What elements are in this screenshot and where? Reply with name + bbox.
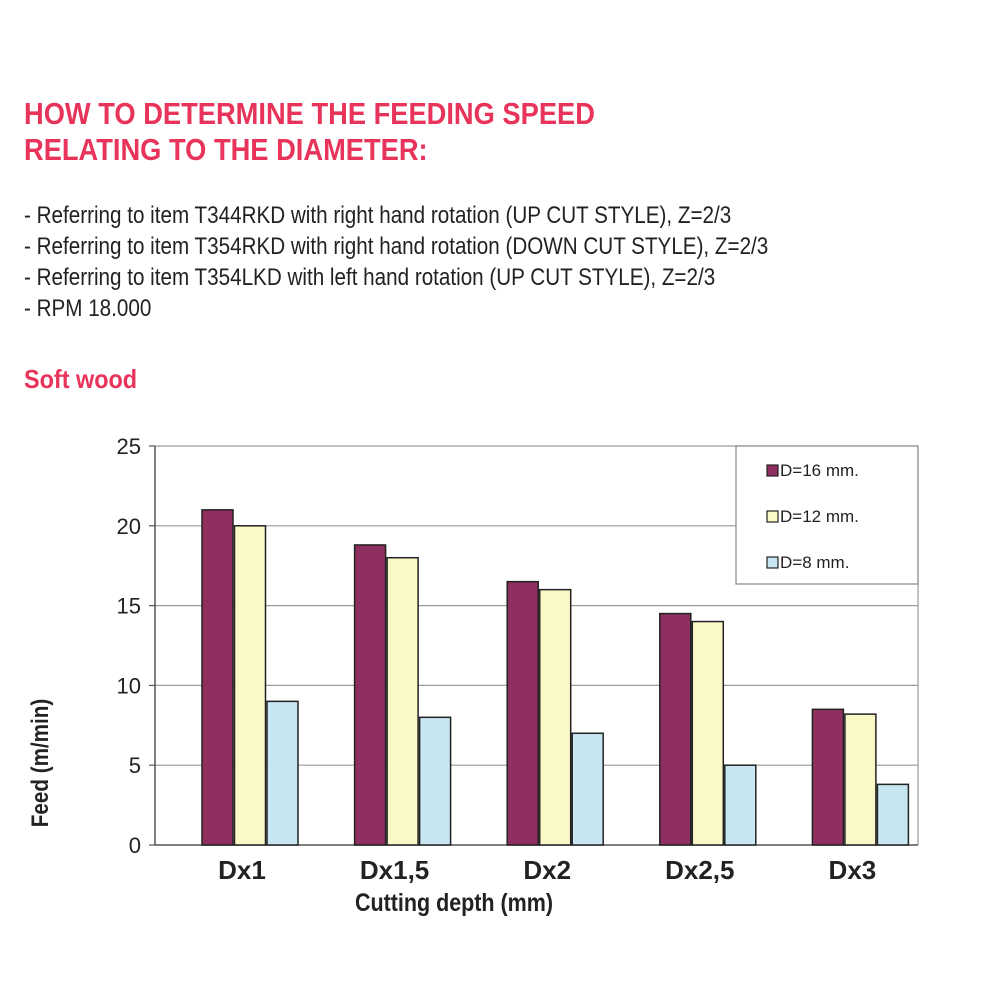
bar-d-12-mm [386,556,419,846]
x-tick-label: Dx2,5 [665,855,734,885]
section-title: Soft wood [24,364,138,394]
x-tick-label: Dx1 [218,855,266,885]
page-title-line-1: HOW TO DETERMINE THE FEEDING SPEED [24,96,595,131]
x-tick-labels: Dx1 Dx1,5 Dx2 Dx2,5 Dx3 [218,855,876,885]
bar-d-12-mm [844,713,877,846]
page-title-line-2: RELATING TO THE DIAMETER: [24,132,428,167]
y-tick-label: 0 [129,833,141,858]
legend-swatch [766,510,779,523]
feed-bar-chart: 0 5 10 15 20 25 Dx1 Dx1,5 Dx2 Dx2,5 Dx3 Cutting d… [27,434,919,916]
legend-label: D=12 mm. [780,507,859,526]
x-axis-label: Cutting depth (mm) [355,888,553,916]
bar-d-16-mm [506,580,539,846]
y-tick-labels: 0 5 10 15 20 25 [117,434,141,858]
notes-list: - Referring to item T344RKD with right h… [24,200,768,324]
legend-swatch [766,556,779,569]
chart-legend: D=16 mm. D=12 mm. D=8 mm. [735,445,919,585]
bar-d-8-mm [266,700,299,846]
note-item: - Referring to item T344RKD with right h… [24,202,732,229]
bar-d-12-mm [233,525,267,846]
y-tick-label: 15 [117,594,141,619]
note-item: - RPM 18.000 [24,295,152,322]
x-tick-label: Dx2 [523,855,571,885]
y-tick-label: 5 [129,753,141,778]
legend-label: D=8 mm. [780,553,849,572]
bars [201,509,910,846]
bar-d-8-mm [724,764,757,846]
bar-d-8-mm [418,716,452,846]
y-axis-label: Feed (m/min) [27,699,54,827]
y-tick-label: 10 [117,673,141,698]
page-title: HOW TO DETERMINE THE FEEDING SPEED RELAT… [24,96,595,168]
bar-d-12-mm [538,588,572,846]
bar-d-16-mm [811,708,845,846]
y-tick-label: 25 [117,434,141,459]
bar-d-12-mm [691,620,725,846]
legend-swatch [766,464,779,477]
bar-d-8-mm [876,783,910,846]
note-item: - Referring to item T354RKD with right h… [24,233,769,260]
bar-d-16-mm [659,612,692,846]
x-tick-label: Dx3 [829,855,877,885]
x-tick-label: Dx1,5 [360,855,429,885]
legend-label: D=16 mm. [780,461,859,480]
bar-d-16-mm [353,544,387,846]
legend-box [735,445,919,585]
y-tick-label: 20 [117,514,141,539]
note-item: - Referring to item T354LKD with left ha… [24,264,716,291]
bar-d-16-mm [201,509,234,846]
bar-d-8-mm [571,732,604,846]
